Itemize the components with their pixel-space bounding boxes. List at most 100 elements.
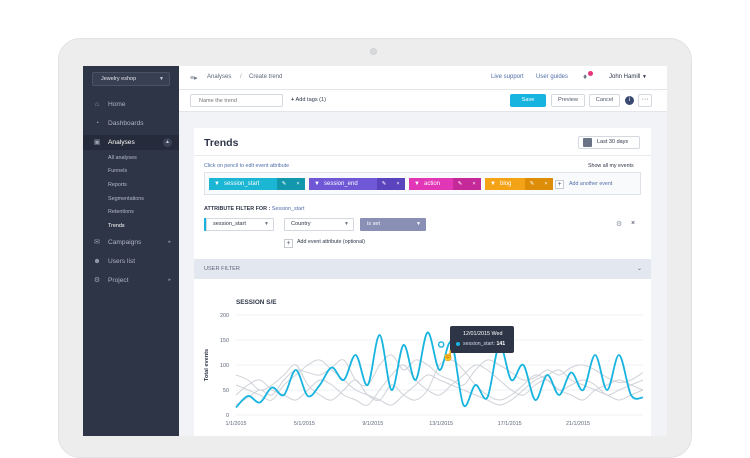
trends-panel: Trends Last 30 days Click on pencil to e…	[194, 128, 651, 319]
date-range-button[interactable]: Last 30 days	[578, 136, 640, 149]
chevron-down-icon: ▼	[416, 221, 421, 227]
event-tag-label: session_end	[324, 181, 358, 187]
sidebar-subitem-segmentations[interactable]: Segmentations	[108, 196, 144, 202]
series-line	[235, 354, 644, 406]
close-icon[interactable]: ×	[539, 178, 553, 190]
breadcrumb-current: Create trend	[249, 74, 283, 80]
pencil-icon[interactable]: ✎	[525, 178, 539, 190]
camera-dot	[370, 48, 377, 55]
date-range-label: Last 30 days	[597, 139, 629, 145]
sidebar-item-campaigns[interactable]: ✉ Campaigns ▸	[83, 235, 179, 250]
notification-badge	[588, 71, 593, 76]
close-icon[interactable]: ×	[391, 178, 405, 190]
filter-icon: ▼	[314, 181, 320, 187]
event-select[interactable]: session_start ▼	[206, 218, 274, 231]
tooltip-date: 12/01/2015 Wed	[463, 331, 503, 337]
calendar-icon	[583, 138, 592, 147]
chevron-up-icon: ▲	[163, 138, 172, 147]
gear-icon[interactable]: ⚙	[616, 221, 623, 228]
close-icon[interactable]: ×	[291, 178, 305, 190]
y-tick-label: 0	[226, 413, 229, 419]
sidebar-subitem-all-analyses[interactable]: All analyses	[108, 155, 137, 161]
y-axis-label: Total events	[204, 349, 210, 381]
user-filter-label: USER FILTER	[204, 266, 240, 272]
add-event-label: Add another event	[569, 181, 613, 187]
sidebar-item-label: Campaigns	[108, 239, 142, 246]
breadcrumb-analyses[interactable]: Analyses	[207, 74, 232, 80]
info-icon[interactable]: i	[625, 96, 634, 105]
save-button[interactable]: Save	[510, 94, 546, 107]
campaigns-icon: ✉	[94, 239, 100, 246]
sidebar-item-analyses[interactable]: ▣ Analyses ▲	[83, 135, 179, 150]
y-tick-label: 100	[220, 363, 229, 369]
x-tick-label: 5/1/2015	[294, 421, 315, 427]
chevron-down-icon: ▼	[159, 76, 164, 82]
chart-tooltip: 12/01/2015 Wed session_start: 141	[450, 326, 514, 353]
chart-title: SESSION S/E	[236, 299, 277, 306]
chevron-right-icon: ▸	[168, 239, 171, 245]
chevron-down-icon: ▼	[642, 74, 647, 80]
highlight-point	[437, 341, 445, 348]
sidebar-item-project[interactable]: ⚙ Project ▸	[83, 273, 179, 288]
event-tag-label: session_start	[224, 181, 260, 187]
pencil-icon[interactable]: ✎	[377, 178, 391, 190]
sidebar-item-label: Project	[108, 277, 129, 284]
chevron-right-icon: ▸	[168, 277, 171, 283]
sidebar-item-home[interactable]: ⌂ Home	[83, 97, 179, 112]
menu-toggle-icon[interactable]: ≡▸	[190, 75, 198, 82]
close-icon[interactable]: ×	[631, 220, 636, 227]
tooltip-value: session_start: 141	[456, 341, 505, 347]
sidebar: Jewelry eshop ▼ ⌂ Home ◔ Dashboards ▣ An…	[83, 66, 179, 436]
x-tick-label: 17/1/2015	[498, 421, 522, 427]
attribute-filter-event: Session_start	[271, 206, 305, 212]
hand-cursor-icon: ☝	[442, 351, 455, 362]
event-tag-label: blog	[500, 181, 512, 187]
sidebar-subitem-funnels[interactable]: Funnels	[108, 168, 128, 174]
sidebar-item-dashboards[interactable]: ◔ Dashboards	[83, 116, 179, 131]
chart-card: 0 50 100 150 200 Total events 1/1/2015 5/1/2015…	[194, 288, 651, 436]
sidebar-item-label: Analyses	[108, 139, 135, 146]
sidebar-subitem-retentions[interactable]: Retentions	[108, 209, 134, 215]
sidebar-subitem-reports[interactable]: Reports	[108, 182, 127, 188]
show-all-events-link[interactable]: Show all my events	[588, 163, 634, 169]
user-name: John Hamill	[609, 74, 641, 80]
user-guides-link[interactable]: User guides	[536, 74, 569, 80]
pencil-icon[interactable]: ✎	[453, 178, 467, 190]
topbar: ≡▸ Analyses / Create trend Live support …	[179, 66, 667, 90]
sidebar-subitem-trends[interactable]: Trends	[108, 223, 125, 229]
operator-select[interactable]: is set ▼	[360, 218, 426, 231]
close-icon[interactable]: ×	[467, 178, 481, 190]
gear-icon: ⚙	[93, 277, 101, 284]
action-bar: + Add tags (1) Save Preview Cancel i ···	[179, 90, 667, 112]
plus-icon: +	[291, 97, 295, 103]
more-options-icon[interactable]: ···	[638, 94, 652, 107]
event-select-value: session_start	[213, 221, 246, 227]
project-selector[interactable]: Jewelry eshop ▼	[92, 72, 170, 86]
sidebar-item-users-list[interactable]: ☻ Users list	[83, 254, 179, 269]
filter-icon: ▼	[214, 181, 220, 187]
x-tick-label: 9/1/2015	[362, 421, 383, 427]
event-tag-blog[interactable]: ▼ blog ✎ ×	[485, 178, 553, 190]
add-event-button[interactable]: + Add another event	[555, 178, 612, 190]
add-tags-button[interactable]: + Add tags (1)	[291, 97, 326, 103]
event-tag-session-start[interactable]: ▼ session_start ✎ ×	[209, 178, 305, 190]
app-screen: Jewelry eshop ▼ ⌂ Home ◔ Dashboards ▣ An…	[83, 66, 667, 436]
attribute-select[interactable]: Country ▼	[284, 218, 354, 231]
preview-button[interactable]: Preview	[551, 94, 585, 107]
pencil-icon[interactable]: ✎	[277, 178, 291, 190]
cancel-button[interactable]: Cancel	[589, 94, 620, 107]
user-menu[interactable]: John Hamill ▼	[609, 74, 647, 80]
analyses-icon: ▣	[93, 139, 101, 146]
user-filter-bar[interactable]: USER FILTER ⌄	[194, 259, 651, 279]
y-tick-label: 50	[223, 388, 229, 394]
dashboard-icon: ◔	[94, 120, 100, 127]
add-event-attribute-button[interactable]: + Add event attribute (optional)	[284, 237, 365, 248]
attribute-select-value: Country	[291, 221, 311, 227]
live-support-link[interactable]: Live support	[491, 74, 524, 80]
event-tag-action[interactable]: ▼ action ✎ ×	[409, 178, 481, 190]
x-tick-label: 13/1/2015	[429, 421, 453, 427]
bell-icon[interactable]: ♦	[583, 71, 593, 81]
chevron-down-icon: ▼	[344, 221, 349, 227]
trend-name-input[interactable]	[190, 94, 283, 107]
event-tag-session-end[interactable]: ▼ session_end ✎ ×	[309, 178, 405, 190]
